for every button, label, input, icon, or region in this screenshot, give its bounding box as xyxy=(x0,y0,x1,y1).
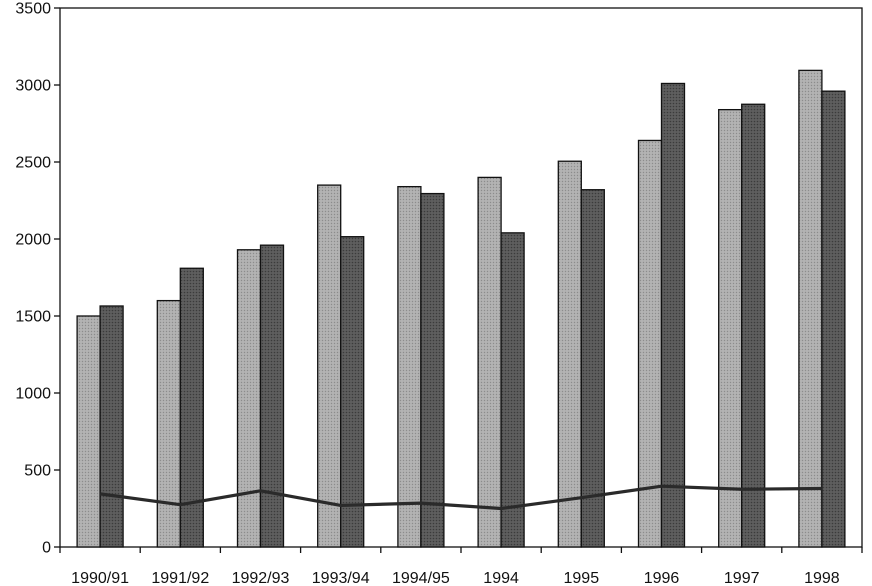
bar-series-1 xyxy=(477,176,502,548)
y-axis: 0 500 1000 1500 2000 2500 3000 3500 xyxy=(15,1,60,557)
x-tick-label: 1991/92 xyxy=(151,570,209,586)
bar-series-2 xyxy=(179,267,204,548)
x-tick-label: 1993/94 xyxy=(312,570,370,586)
y-tick-label: 3500 xyxy=(15,1,51,18)
x-axis: 1990/91 1991/92 1992/93 1993/94 1994/95 1994 1… xyxy=(59,547,863,586)
bar-series-1 xyxy=(76,315,101,548)
bar-series-2 xyxy=(420,192,445,548)
y-tick-label: 3000 xyxy=(15,78,51,95)
y-tick-label: 2500 xyxy=(15,155,51,172)
bar-series-2 xyxy=(741,103,766,548)
bar-series-1 xyxy=(798,69,823,548)
bar-series-1 xyxy=(397,185,422,548)
bar-series-1 xyxy=(156,299,181,548)
bar-series-1 xyxy=(317,184,342,548)
bar-series-2 xyxy=(99,305,124,548)
x-tick-label: 1994/95 xyxy=(392,570,450,586)
line-series-group xyxy=(99,484,822,511)
x-tick-label: 1996 xyxy=(644,570,680,586)
bar-series-2 xyxy=(821,90,846,548)
x-tick-label: 1995 xyxy=(564,570,600,586)
x-tick-label: 1990/91 xyxy=(71,570,129,586)
line-series-1 xyxy=(99,484,822,511)
x-tick-label: 1994 xyxy=(483,570,519,586)
bar-series-1 xyxy=(718,108,743,548)
bar-series-2 xyxy=(580,189,605,548)
bar-series-1 xyxy=(236,249,262,548)
y-tick-label: 0 xyxy=(42,540,51,557)
y-tick-label: 2000 xyxy=(15,232,51,249)
bar-series-2 xyxy=(259,244,285,548)
y-tick-label: 1000 xyxy=(15,386,51,403)
x-tick-label: 1997 xyxy=(724,570,760,586)
x-tick-label: 1998 xyxy=(804,570,840,586)
y-tick-label: 1500 xyxy=(15,309,51,326)
bar-series-2 xyxy=(340,236,365,548)
bar-series-group xyxy=(76,69,846,548)
bar-series-2 xyxy=(660,82,686,548)
x-tick-label: 1992/93 xyxy=(232,570,290,586)
bar-series-2 xyxy=(500,232,525,548)
bar-series-1 xyxy=(557,160,582,548)
y-tick-label: 500 xyxy=(24,463,51,480)
